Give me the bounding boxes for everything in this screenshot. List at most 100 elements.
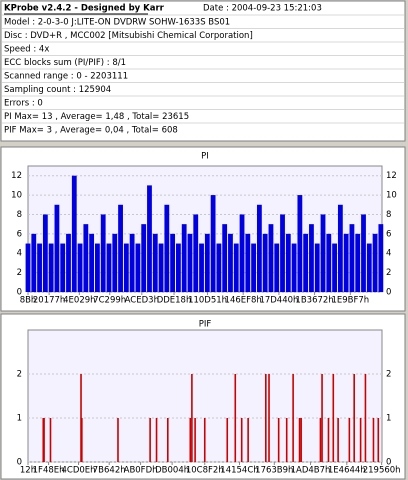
bar [189,418,192,462]
bar [251,243,256,292]
bar [54,204,60,292]
info-panel [0,0,406,142]
bar [274,243,280,292]
bar [337,418,339,462]
bar [106,243,112,292]
bar [377,418,380,462]
bar [155,418,158,462]
info-line: Speed : 4x [4,45,49,55]
y-tick-label-right: 12 [386,171,397,181]
bar [199,243,204,292]
x-tick-label: 14154Ch [220,466,258,476]
info-line: Scanned range : 0 - 2203111 [4,72,128,82]
bar [141,224,147,292]
x-tick-label: 7C299h [93,296,126,306]
bar [240,418,243,462]
bar [262,233,268,292]
bar [181,224,187,292]
bar [118,204,123,292]
x-tick-label: 219560h [363,466,401,476]
y-tick-label: 2 [17,370,22,380]
bar [348,418,351,462]
y-tick-label: 6 [17,229,22,239]
bar [49,418,52,462]
y-tick-label: 0 [17,458,22,468]
y-tick-label-right: 2 [386,268,391,278]
x-tick-label: 7B642h [93,466,126,476]
bar [320,214,326,292]
x-tick-label: AB0FDh [124,466,158,476]
bar [194,418,196,462]
bar [191,374,193,462]
bar [228,233,233,292]
bar [83,224,89,292]
bar [117,418,119,462]
bar [89,233,95,292]
y-tick-label-right: 6 [386,229,391,239]
bar [285,233,291,292]
bar [349,224,355,292]
x-tick-label: 1AD4B7h [291,466,331,476]
bar [298,418,301,462]
bar [337,204,343,292]
info-line: PIF Max= 3 , Average= 0,04 , Total= 608 [4,126,178,136]
bar [42,418,45,462]
info-line: Errors : 0 [4,99,43,109]
bar [280,214,285,292]
bar [343,233,349,292]
y-tick-label-right: 1 [386,414,391,424]
bar [326,233,332,292]
bar [147,185,152,292]
y-tick-label-right: 0 [386,288,391,298]
x-tick-label: 10C8F2h [186,466,224,476]
bar [285,418,288,462]
bar [187,233,193,292]
bar [112,233,118,292]
bar [204,233,210,292]
bar [292,374,294,462]
bar [43,418,45,462]
y-tick-label-right: 8 [386,210,391,220]
bar [60,243,66,292]
bar [149,418,151,462]
bar [359,418,362,462]
bar [309,224,314,292]
bar [129,233,135,292]
bar [164,204,170,292]
chart-title: PI [201,152,209,162]
y-tick-label: 12 [11,171,22,181]
bar [327,418,330,462]
bar [300,418,302,462]
bar [222,224,228,292]
x-tick-label: 1F48Eh [33,466,65,476]
x-tick-label: 4E029h [63,296,95,306]
bar [256,204,262,292]
bar [321,374,323,462]
x-tick-label: DB004h [155,466,189,476]
bar [361,214,366,292]
y-tick-label-right: 10 [386,191,397,201]
bar [100,214,106,292]
bar [66,233,71,292]
bar [31,233,37,292]
info-line: Disc : DVD+R , MCC002 [Mitsubishi Chemic… [4,31,253,41]
bar [71,175,77,292]
bar [314,243,320,292]
bar [297,195,303,292]
bar [364,374,367,462]
bar [245,233,251,292]
y-tick-label-right: 4 [386,249,391,259]
x-tick-label: 8Bh [20,296,37,306]
bar [355,233,361,292]
bar [234,374,237,462]
bar [291,243,297,292]
bar [303,233,309,292]
x-tick-label: DDE18h [157,296,192,306]
y-tick-label-right: 2 [386,370,391,380]
scan-date: Date : 2004-09-23 15:21:03 [203,4,322,14]
bar [203,418,206,462]
bar [366,243,372,292]
bar [135,243,141,292]
bar [175,243,181,292]
